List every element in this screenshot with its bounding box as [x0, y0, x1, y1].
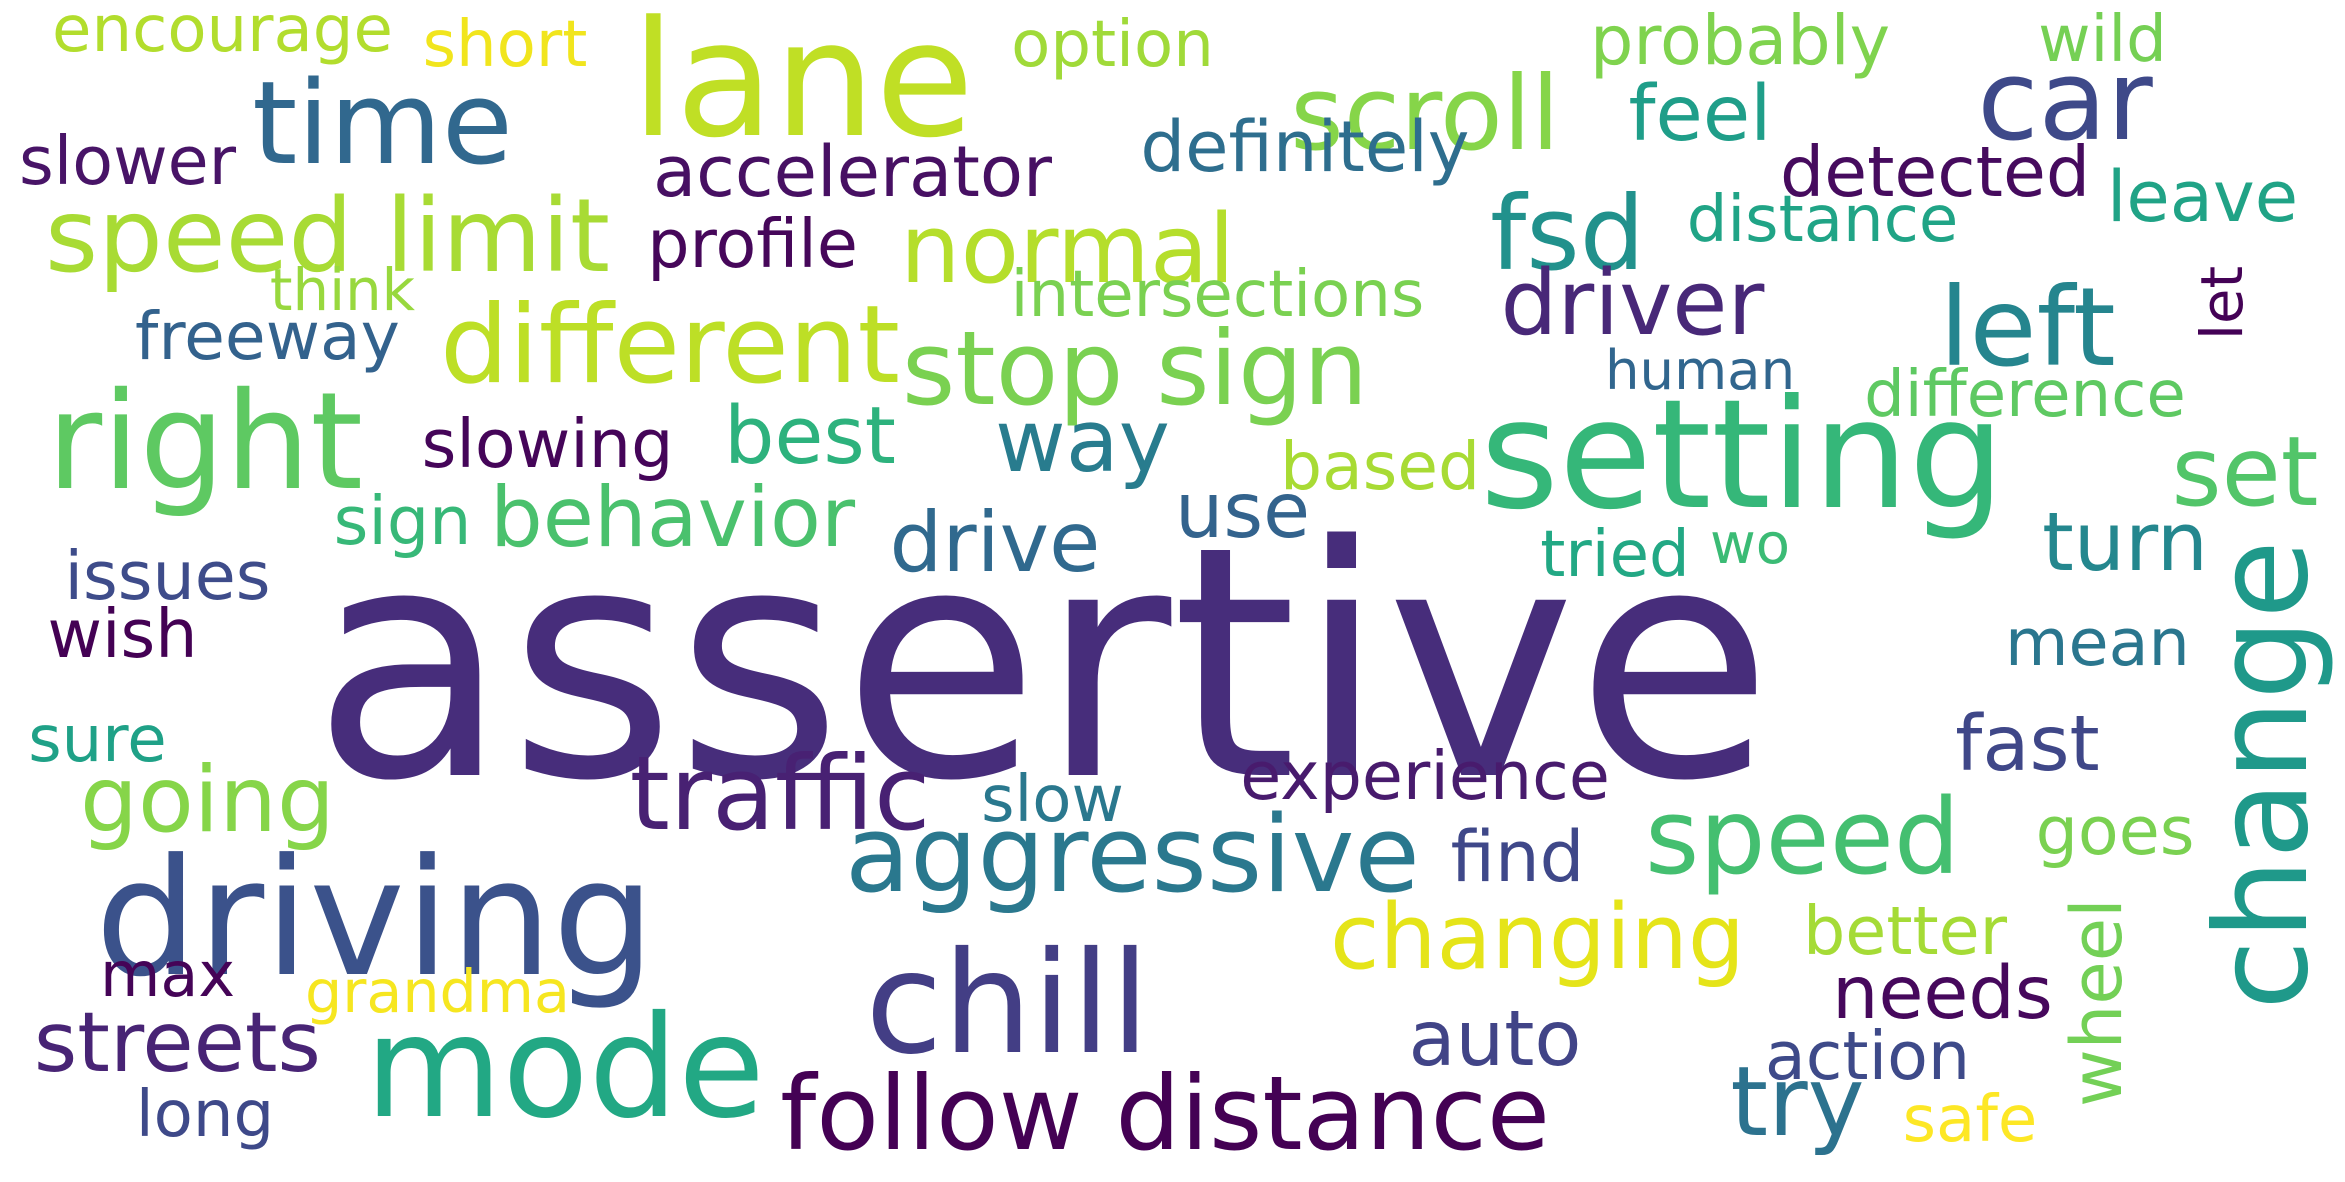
word-wo: wo	[1710, 512, 1791, 578]
word-fast: fast	[1955, 699, 2100, 789]
word-changing: changing	[1330, 884, 1746, 990]
word-fsd: fsd	[1490, 174, 1645, 294]
word-wild: wild	[2038, 2, 2167, 77]
word-right: right	[46, 363, 364, 521]
word-feel: feel	[1628, 69, 1772, 159]
word-freeway: freeway	[135, 296, 400, 375]
word-safe: safe	[1902, 1082, 2038, 1157]
word-based: based	[1280, 426, 1481, 505]
word-max: max	[100, 938, 236, 1012]
word-chill: chill	[865, 922, 1150, 1087]
word-set: set	[2171, 416, 2319, 529]
word-auto: auto	[1408, 994, 1582, 1084]
word-speed-limit: speed limit	[45, 177, 610, 297]
word-speed: speed	[1645, 776, 1961, 899]
word-follow-distance: follow distance	[780, 1054, 1551, 1174]
word-slow: slow	[981, 762, 1124, 837]
word-slowing: slowing	[421, 404, 674, 483]
word-lane: lane	[631, 0, 975, 174]
word-behavior: behavior	[490, 468, 856, 566]
word-try: try	[1730, 1046, 1865, 1159]
word-definitely: definitely	[1140, 106, 1470, 189]
word-wish: wish	[47, 594, 198, 673]
word-tried: tried	[1540, 517, 1690, 592]
word-car: car	[1977, 36, 2153, 166]
word-slower: slower	[19, 121, 237, 200]
word-intersections: intersections	[1010, 257, 1425, 332]
word-assertive: assertive	[312, 477, 1773, 851]
word-distance: distance	[1686, 182, 1959, 257]
word-best: best	[724, 389, 896, 483]
word-mode: mode	[365, 986, 765, 1151]
word-short: short	[422, 7, 588, 82]
word-setting: setting	[1480, 366, 2005, 544]
word-needs: needs	[1832, 950, 2053, 1036]
word-find: find	[1450, 816, 1585, 899]
word-long: long	[135, 1077, 275, 1152]
word-stop-sign: stop sign	[901, 309, 1369, 429]
word-sure: sure	[28, 702, 167, 777]
word-use: use	[1175, 465, 1311, 555]
word-driving: driving	[95, 825, 656, 1014]
word-difference: difference	[1864, 357, 2186, 432]
word-different: different	[440, 280, 900, 408]
word-leave: leave	[2106, 156, 2299, 239]
word-scroll: scroll	[1290, 54, 1560, 174]
word-driver: driver	[1500, 252, 1765, 357]
word-normal: normal	[900, 193, 1235, 306]
word-traffic: traffic	[629, 734, 931, 854]
word-way: way	[995, 392, 1170, 493]
word-let: let	[2187, 265, 2256, 340]
word-turn: turn	[2042, 496, 2208, 591]
word-sign: sign	[333, 481, 472, 560]
word-drive: drive	[889, 493, 1101, 591]
word-think: think	[269, 255, 416, 324]
word-option: option	[1011, 7, 1214, 82]
word-goes: goes	[2035, 791, 2195, 870]
word-wheel: wheel	[2056, 898, 2139, 1107]
word-grandma: grandma	[305, 958, 570, 1027]
word-action: action	[1764, 1016, 1971, 1095]
word-accelerator: accelerator	[652, 131, 1052, 214]
word-issues: issues	[64, 536, 271, 615]
word-profile: profile	[647, 204, 858, 283]
word-probably: probably	[1590, 2, 1891, 82]
word-aggressive: aggressive	[845, 792, 1420, 917]
word-human: human	[1605, 337, 1796, 402]
word-better: better	[1802, 891, 2008, 970]
word-detected: detected	[1780, 131, 2091, 213]
word-going: going	[80, 746, 335, 854]
word-time: time	[252, 57, 513, 192]
word-experience: experience	[1240, 736, 1610, 815]
word-left: left	[1939, 264, 2116, 391]
word-change: change	[2187, 540, 2337, 1010]
word-encourage: encourage	[52, 0, 393, 67]
word-streets: streets	[33, 993, 321, 1091]
word-mean: mean	[2005, 604, 2190, 681]
